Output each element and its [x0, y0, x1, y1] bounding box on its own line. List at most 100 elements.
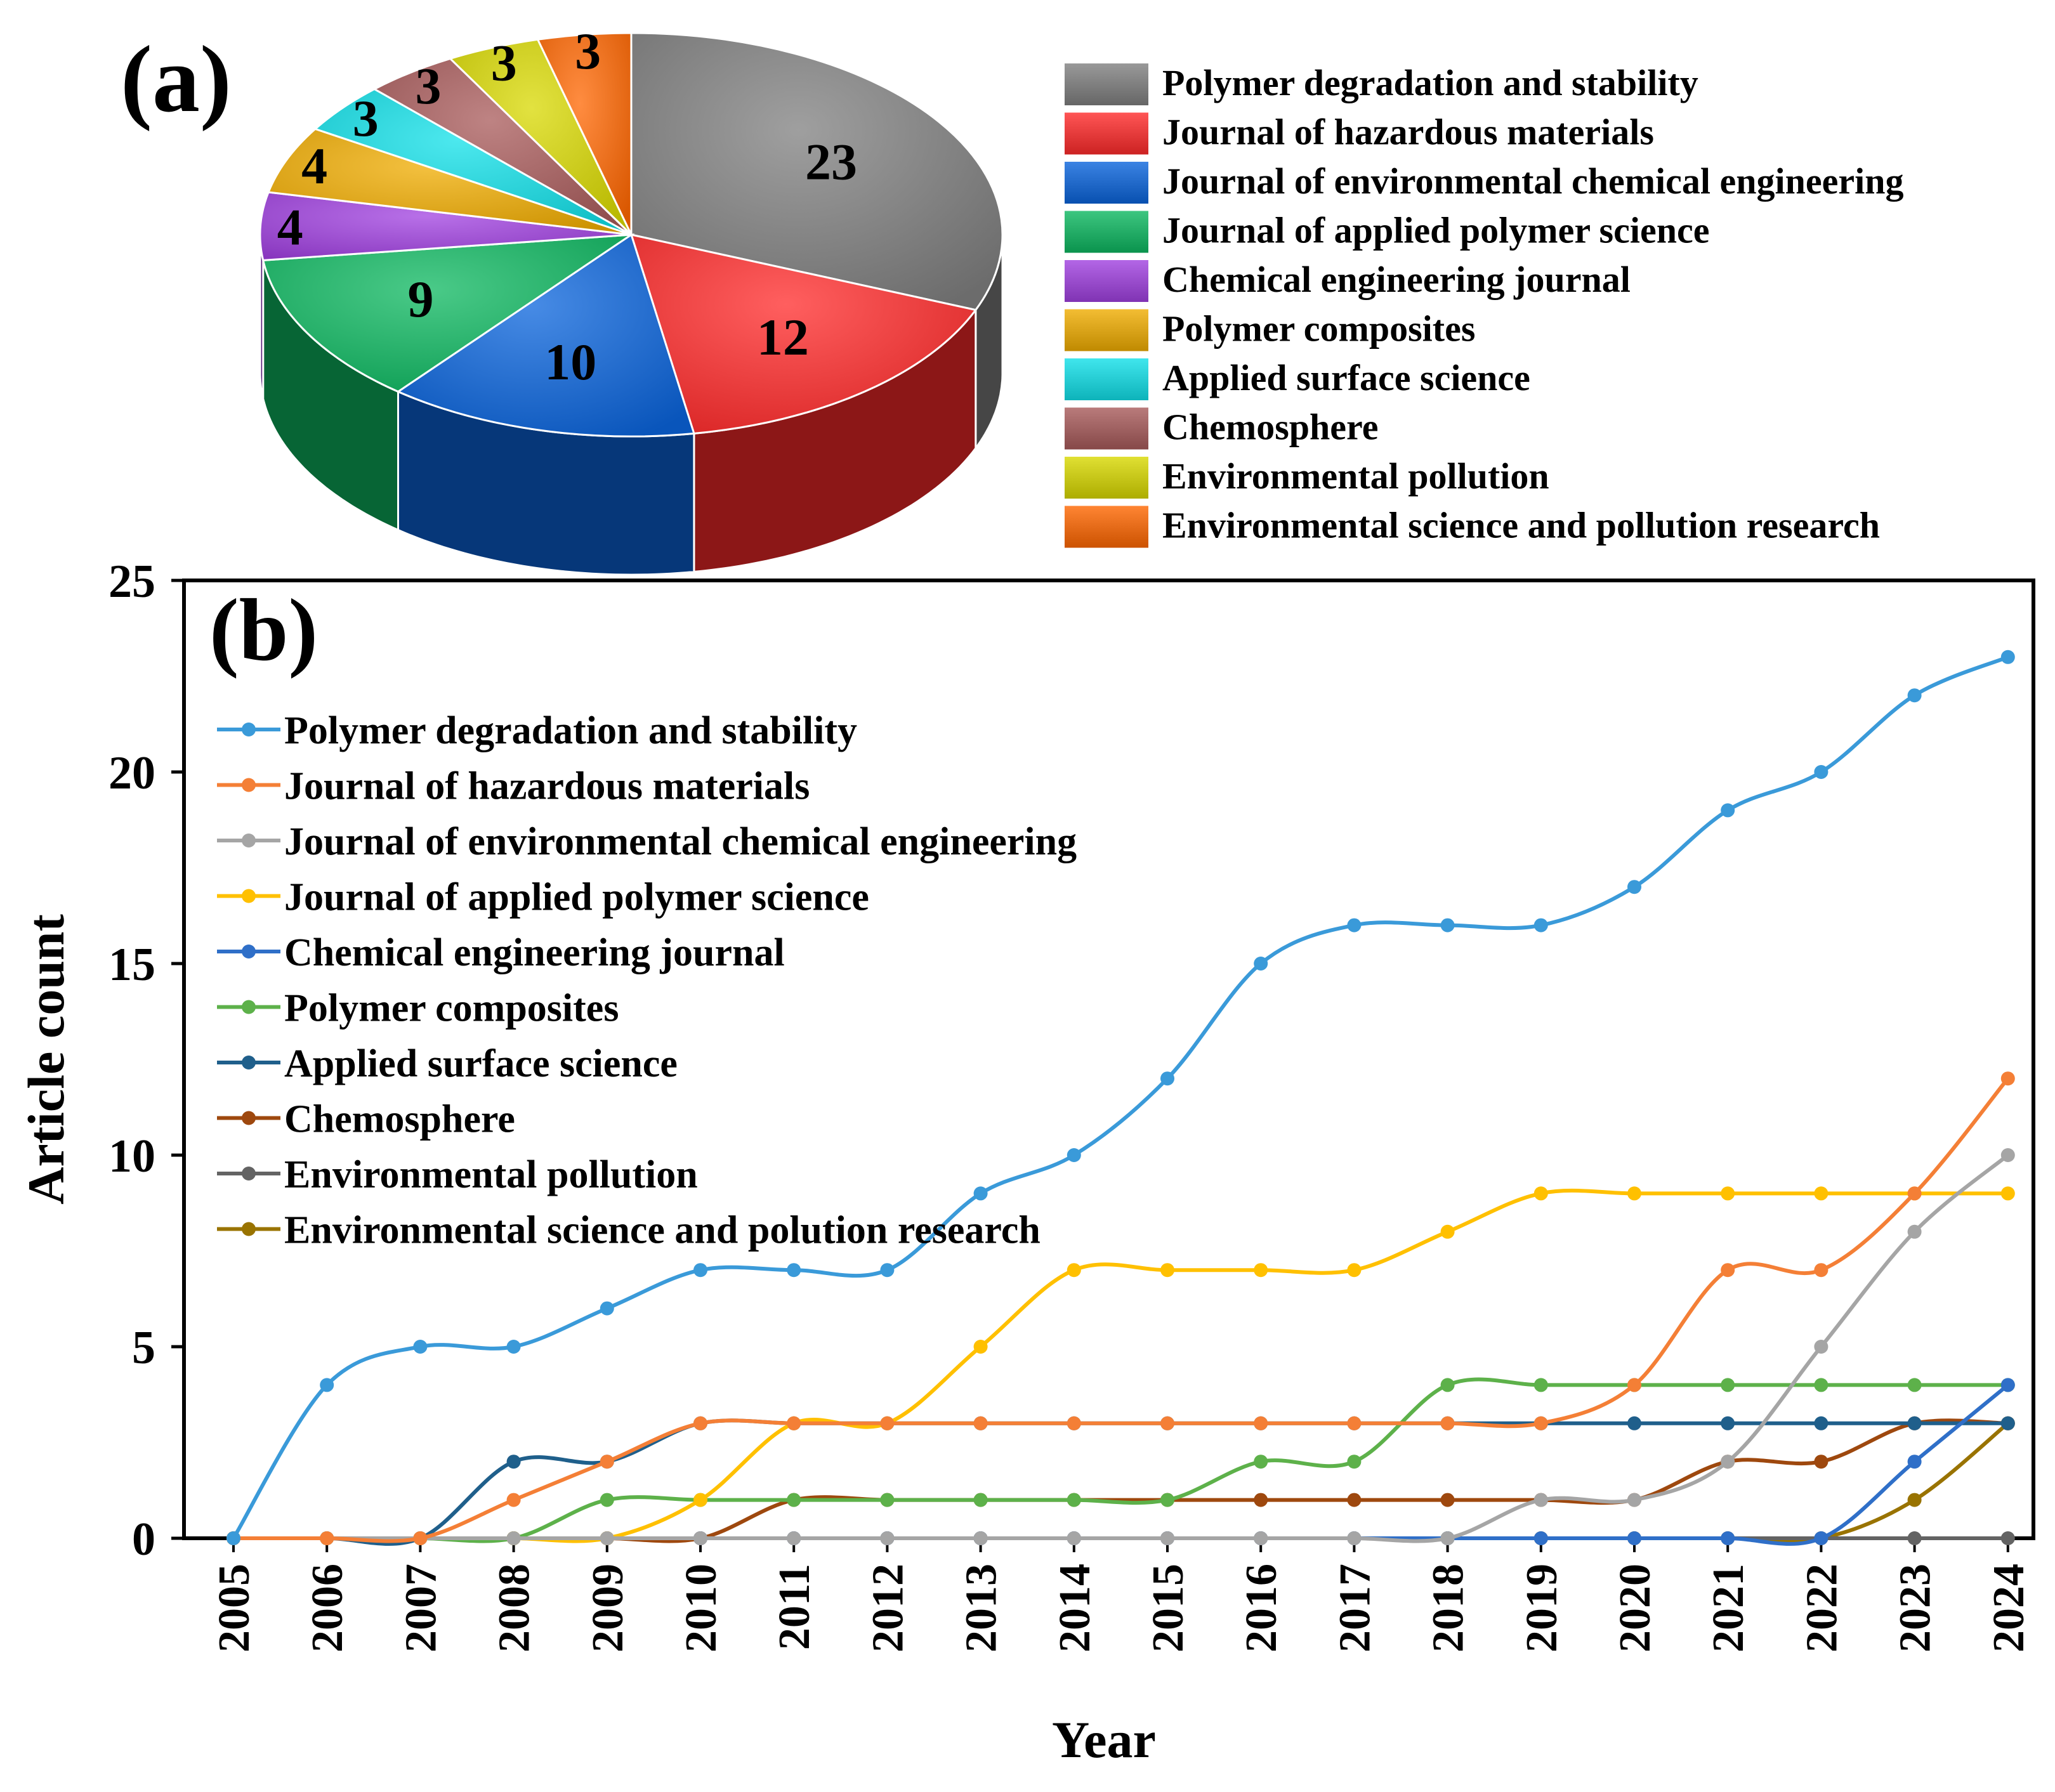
point-s1-2014	[1067, 1148, 1081, 1162]
point-s2-2006	[320, 1531, 334, 1545]
point-s4-2017	[1347, 1263, 1362, 1278]
point-s7-2008	[506, 1455, 521, 1469]
series-lines	[227, 650, 2015, 1546]
point-s2-2021	[1721, 1263, 1735, 1278]
point-s5-2023	[1907, 1455, 1922, 1469]
point-s5-2019	[1533, 1531, 1548, 1545]
pie-top-slices	[259, 32, 1004, 438]
line-legend-label-6: Polymer composites	[284, 987, 619, 1030]
point-s6-2017	[1347, 1455, 1362, 1469]
pie-slice-5	[259, 191, 632, 261]
line-panel-label: (b)	[209, 581, 318, 679]
pie-value-label-4: 9	[408, 270, 434, 328]
point-s1-2024	[2000, 650, 2015, 664]
pie-legend-label-7: Applied surface science	[1162, 357, 1530, 398]
point-s8-2022	[1814, 1455, 1828, 1469]
point-s4-2014	[1067, 1263, 1081, 1278]
x-tick-label-2021: 2021	[1704, 1564, 1753, 1652]
line-legend-label-8: Chemosphere	[284, 1098, 515, 1141]
point-s3-2009	[600, 1531, 614, 1545]
pie-slice-3	[396, 233, 695, 438]
pie-slice-10	[536, 32, 633, 235]
point-s4-2019	[1533, 1186, 1548, 1201]
line-legend-label-2: Journal of hazardous materials	[284, 765, 810, 808]
point-s1-2012	[880, 1263, 895, 1278]
point-s5-2024	[2000, 1378, 2015, 1392]
line-legend-label-1: Polymer degradation and stability	[284, 709, 857, 752]
point-s2-2015	[1160, 1416, 1174, 1430]
point-s7-2020	[1627, 1416, 1641, 1430]
pie-legend-swatch-10	[1065, 506, 1148, 548]
series-line-10	[233, 1422, 2009, 1543]
x-tick-label-2024: 2024	[1985, 1564, 2033, 1652]
line-legend-marker-2	[242, 778, 256, 792]
line-legend-label-3: Journal of environmental chemical engine…	[284, 820, 1077, 863]
line-legend-label-4: Journal of applied polymer science	[284, 876, 869, 919]
y-axis: 0 5 10 15 20 25	[108, 556, 185, 1566]
point-s4-2022	[1814, 1186, 1828, 1201]
series-line-7	[233, 1418, 2008, 1546]
point-s1-2006	[320, 1378, 334, 1392]
y-tick-label-5: 5	[132, 1322, 155, 1374]
line-legend-marker-3	[242, 834, 256, 847]
point-s6-2023	[1907, 1378, 1922, 1392]
point-s6-2015	[1160, 1493, 1174, 1507]
y-tick-label-15: 15	[108, 939, 155, 991]
series-2	[227, 1071, 2015, 1545]
x-tick-label-2012: 2012	[863, 1564, 912, 1652]
pie-value-label-2: 12	[757, 308, 809, 366]
pie-legend-swatch-3	[1065, 162, 1148, 204]
point-s4-2018	[1440, 1224, 1455, 1239]
y-tick-label-20: 20	[108, 747, 155, 799]
point-s1-2010	[693, 1263, 707, 1278]
point-s1-2017	[1347, 918, 1362, 932]
point-s6-2021	[1721, 1378, 1735, 1392]
y-tick-label-10: 10	[108, 1130, 155, 1182]
pie-legend-label-9: Environmental pollution	[1162, 455, 1549, 497]
x-tick-label-2014: 2014	[1051, 1564, 1100, 1652]
point-s6-2012	[880, 1493, 895, 1507]
x-tick-label-2017: 2017	[1330, 1564, 1379, 1652]
point-s3-2020	[1627, 1493, 1641, 1507]
point-s2-2007	[413, 1531, 428, 1545]
point-s2-2014	[1067, 1416, 1081, 1430]
x-tick-label-2011: 2011	[770, 1564, 819, 1650]
point-s8-2017	[1347, 1493, 1362, 1507]
pie-side-walls	[259, 235, 1004, 576]
pie-value-label-5: 4	[277, 199, 303, 256]
point-s7-2022	[1814, 1416, 1828, 1430]
series-10	[227, 1416, 2015, 1545]
point-s2-2008	[506, 1493, 521, 1507]
point-s4-2013	[973, 1340, 988, 1354]
point-s3-2016	[1254, 1531, 1268, 1545]
point-s1-2022	[1814, 765, 1828, 779]
pie-legend-swatch-8	[1065, 407, 1148, 450]
line-legend-marker-4	[242, 889, 256, 903]
point-s3-2022	[1814, 1340, 1828, 1354]
point-s3-2019	[1533, 1493, 1548, 1507]
x-tick-label-2013: 2013	[957, 1564, 1006, 1652]
point-s3-2023	[1907, 1224, 1922, 1239]
point-s6-2018	[1440, 1378, 1455, 1392]
point-s4-2016	[1254, 1263, 1268, 1278]
point-s4-2015	[1160, 1263, 1174, 1278]
series-7	[227, 1416, 2015, 1546]
pie-legend: Polymer degradation and stability Journal…	[1065, 62, 1904, 548]
pie-value-label-9: 3	[491, 34, 517, 92]
series-line-3	[233, 1153, 2009, 1543]
pie-legend-swatch-7	[1065, 358, 1148, 400]
point-s4-2021	[1721, 1186, 1735, 1201]
x-tick-label-2005: 2005	[210, 1564, 259, 1652]
point-s1-2023	[1907, 688, 1922, 703]
series-line-6	[233, 1377, 2008, 1543]
point-s6-2019	[1533, 1378, 1548, 1392]
line-legend-label-7: Applied surface science	[284, 1042, 678, 1085]
point-s2-2012	[880, 1416, 895, 1430]
point-s3-2021	[1721, 1455, 1735, 1469]
point-s3-2014	[1067, 1531, 1081, 1545]
point-s2-2024	[2000, 1071, 2015, 1086]
point-s2-2022	[1814, 1263, 1828, 1278]
pie-legend-swatch-1	[1065, 63, 1148, 105]
